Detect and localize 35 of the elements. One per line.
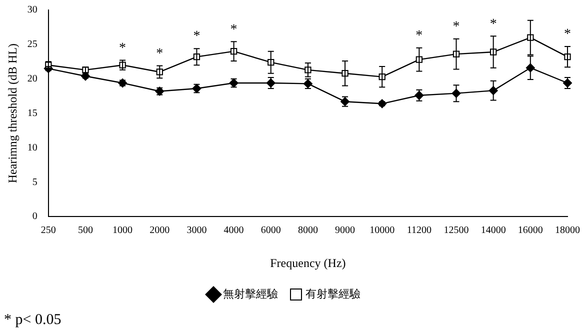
legend-label: 無射擊經驗	[223, 287, 278, 300]
annotation: *	[452, 20, 460, 35]
y-tick-label: 10	[27, 142, 38, 154]
y-tick-label: 20	[27, 73, 38, 84]
x-axis-title: Frequency (Hz)	[270, 256, 346, 270]
x-tick-label: 12500	[444, 225, 469, 236]
annotation: *	[416, 28, 423, 44]
x-tick-label: 18000	[555, 225, 580, 236]
annotation: *	[230, 22, 238, 38]
x-tick-label: 10000	[370, 225, 395, 236]
annotation: *	[156, 46, 164, 62]
annotation: *	[490, 16, 497, 32]
x-tick-label: 4000	[224, 225, 244, 236]
x-tick-label: 1000	[112, 225, 133, 236]
y-axis-title: Hearimng threshold (dB HL)	[5, 43, 20, 184]
annotation: *	[119, 40, 126, 56]
y-tick-label: 30	[27, 4, 38, 16]
annotation: *	[193, 29, 200, 44]
x-tick-label: 2000	[150, 225, 170, 236]
x-tick-label: 9000	[335, 225, 356, 236]
x-tick-label: 500	[78, 225, 93, 236]
x-tick-label: 11200	[406, 225, 432, 236]
y-tick-label: 25	[27, 39, 38, 50]
text: * p< 0.05	[4, 312, 62, 329]
annotation: *	[564, 27, 571, 42]
x-tick-label: 16000	[518, 225, 543, 236]
x-tick-label: 6000	[260, 225, 281, 236]
x-tick-label: 3000	[186, 225, 207, 236]
y-tick-label: 5	[32, 176, 38, 188]
legend-label: 有射擊經驗	[306, 287, 360, 300]
x-tick-label: 250	[40, 225, 56, 236]
x-tick-label: 8000	[298, 225, 318, 236]
x-tick-label: 14000	[480, 225, 506, 236]
y-tick-label: 0	[32, 211, 38, 222]
y-tick-label: 15	[27, 108, 38, 119]
